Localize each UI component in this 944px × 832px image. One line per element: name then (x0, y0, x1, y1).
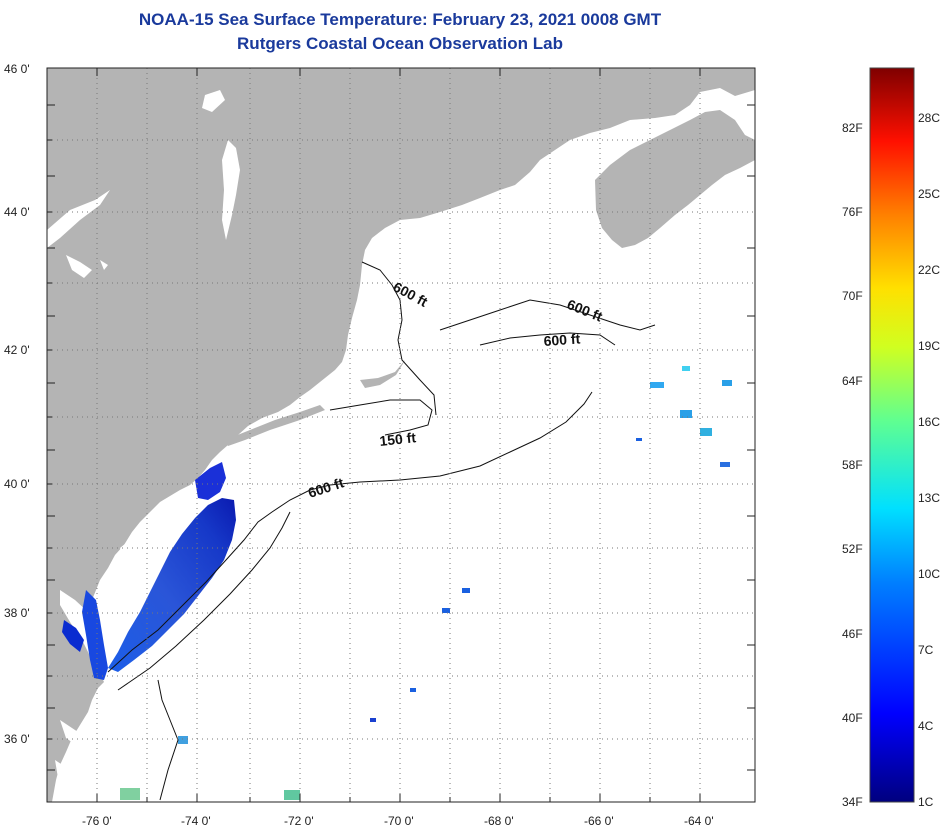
lon-label: -64 0' (684, 814, 714, 828)
lat-label: 44 0' (4, 205, 30, 219)
map-frame (46, 67, 756, 803)
colorbar-f-label: 46F (842, 627, 863, 641)
lon-label: -74 0' (181, 814, 211, 828)
colorbar-c-label: 16C (918, 415, 941, 429)
colorbar-c-label: 22C (918, 263, 941, 277)
colorbar-f-label: 34F (842, 795, 863, 809)
colorbar-f-label: 76F (842, 205, 863, 219)
colorbar-f-label: 82F (842, 121, 863, 135)
sst-chesapeake (82, 590, 108, 680)
colorbar-c-label: 19C (918, 339, 941, 353)
colorbar-c-label: 10C (918, 567, 941, 581)
colorbar-c-label: 7C (918, 643, 934, 657)
land-cape-cod (360, 350, 410, 388)
lat-label: 46 0' (4, 62, 30, 76)
lon-label: -68 0' (484, 814, 514, 828)
colorbar-c-label: 1C (918, 795, 934, 809)
land-nova-scotia (595, 110, 755, 248)
lat-label: 38 0' (4, 606, 30, 620)
sst-nj-coast (195, 462, 226, 500)
map-title: NOAA-15 Sea Surface Temperature: Februar… (138, 10, 662, 29)
colorbar-c-label: 25C (918, 187, 941, 201)
colorbar-c-label: 4C (918, 719, 934, 733)
colorbar-c-label: 28C (918, 111, 941, 125)
lat-label: 40 0' (4, 477, 30, 491)
colorbar-f-label: 70F (842, 289, 863, 303)
bathymetry-contours (107, 261, 656, 801)
lon-label: -72 0' (284, 814, 314, 828)
colorbar-f-label: 40F (842, 711, 863, 725)
axis-ticks (47, 68, 755, 802)
temperature-colorbar (869, 67, 915, 803)
map-subtitle: Rutgers Coastal Ocean Observation Lab (237, 34, 563, 53)
sst-offshore-patches (120, 366, 732, 800)
colorbar-c-label: 13C (918, 491, 941, 505)
land-mainland (47, 68, 755, 802)
colorbar-f-label: 58F (842, 458, 863, 472)
lat-label: 42 0' (4, 343, 30, 357)
contour-label: 600 ft (543, 330, 581, 349)
land-long-island (225, 405, 325, 446)
lat-lon-grid (47, 68, 755, 802)
colorbar-f-label: 64F (842, 374, 863, 388)
colorbar-f-label: 52F (842, 542, 863, 556)
contour-label: 150 ft (379, 429, 417, 449)
lon-label: -66 0' (584, 814, 614, 828)
sst-mid-atlantic-bight (108, 498, 236, 672)
lon-label: -70 0' (384, 814, 414, 828)
lat-label: 36 0' (4, 732, 30, 746)
lon-label: -76 0' (82, 814, 112, 828)
sst-chesapeake-2 (62, 620, 84, 652)
inland-water (47, 90, 240, 790)
